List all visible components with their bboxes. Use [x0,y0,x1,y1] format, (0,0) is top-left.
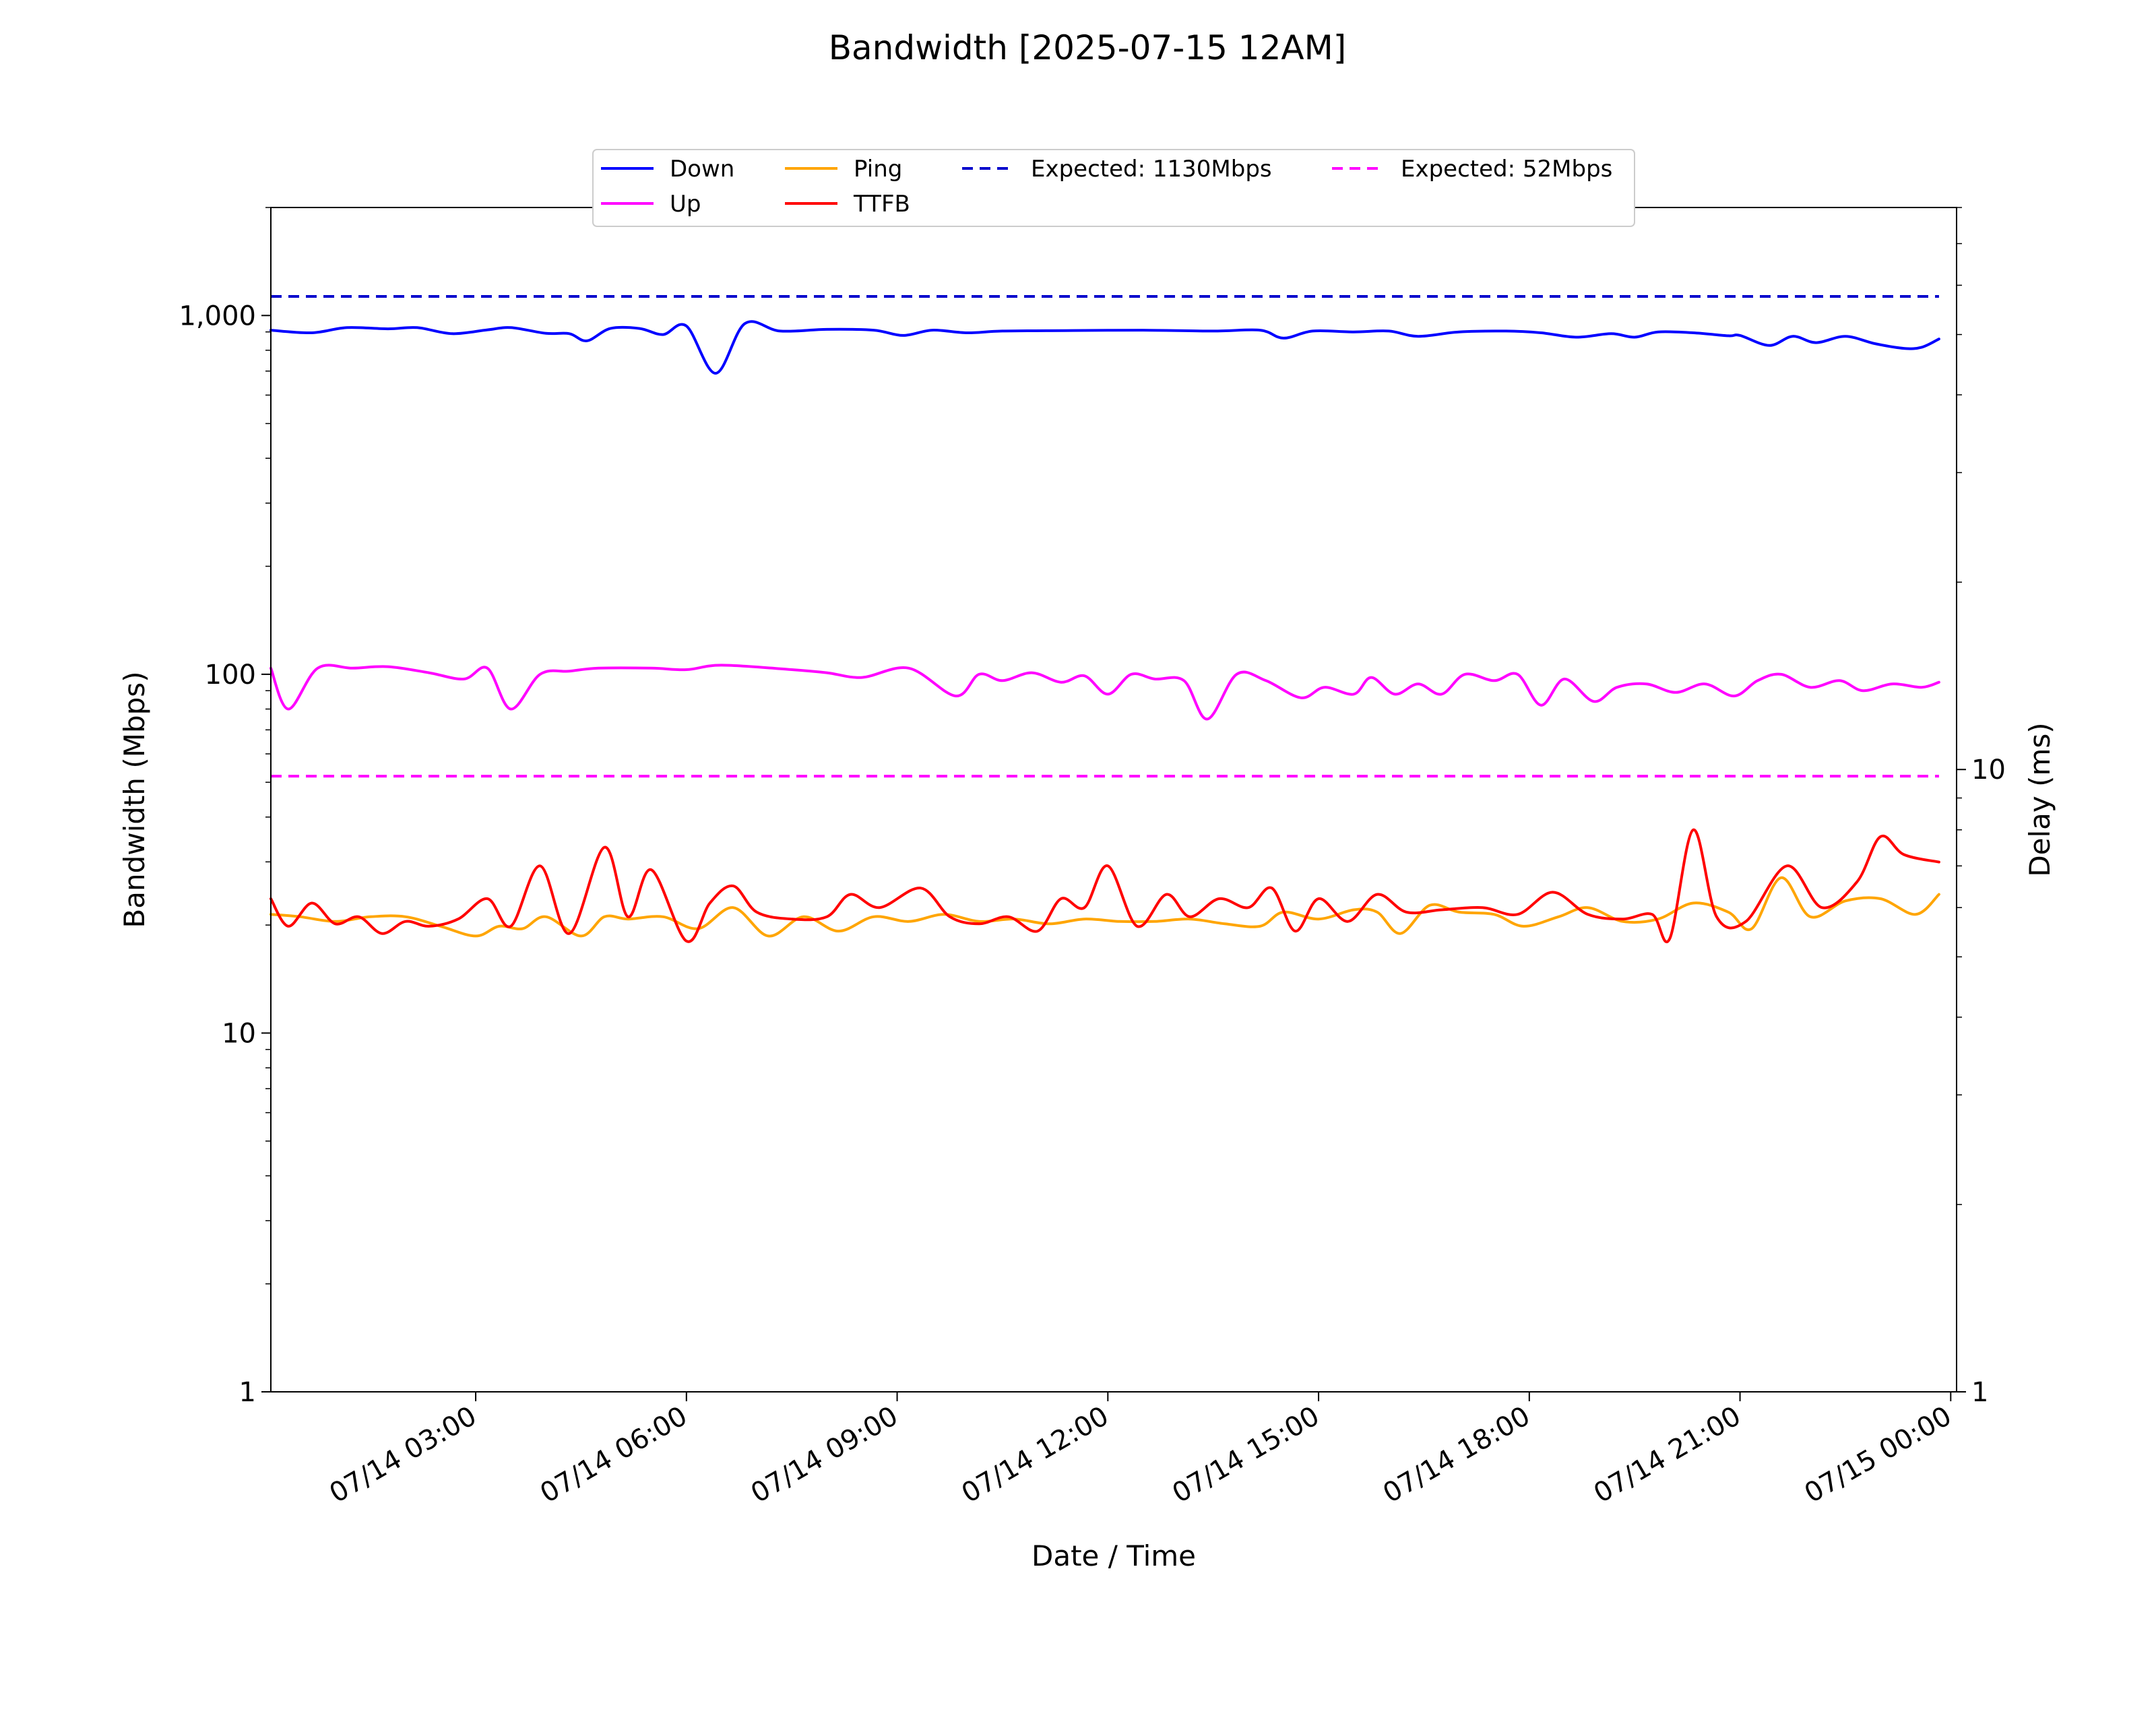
x-axis-label: Date / Time [1032,1539,1196,1572]
y-axis-label: Bandwidth (Mbps) [118,671,151,928]
legend-label-up: Up [670,191,701,218]
y-right-tick-label: 10 [1971,755,2006,786]
x-tick-label: 07/14 18:00 [1378,1401,1535,1509]
y-tick-label: 10 [222,1018,256,1049]
legend-label-expected-1130mbps: Expected: 1130Mbps [1031,156,1272,183]
x-tick-label: 07/15 00:00 [1800,1401,1957,1509]
x-tick-label: 07/14 15:00 [1167,1401,1325,1509]
plot-frame [270,207,1957,1393]
series-line-up [270,664,1940,721]
legend-label-down: Down [670,156,734,183]
x-tick-label: 07/14 09:00 [746,1401,903,1509]
right-y-axis: 1 10 [1957,207,2006,1408]
y-tick-label: 1,000 [179,300,256,331]
series-line-ttfb [270,828,1940,943]
legend-label-expected-52mbps: Expected: 52Mbps [1401,156,1612,183]
chart-title: Bandwidth [2025-07-15 12AM] [829,28,1347,67]
y-tick-label: 1 [239,1377,256,1408]
legend-label-ping: Ping [854,156,902,183]
series-layer [270,295,1940,943]
y-tick-label: 100 [205,660,256,691]
legend-label-ttfb: TTFB [853,191,910,218]
left-y-axis: 1 10 100 1,000 [179,207,271,1408]
x-tick-label: 07/14 21:00 [1589,1401,1746,1509]
legend: Down Up Ping TTFB Expected: 1130Mbps Expected… [592,149,1635,227]
series-line-down [270,320,1940,375]
y-axis-right-label: Delay (ms) [2023,722,2056,876]
y-right-tick-label: 1 [1971,1377,1988,1408]
x-axis: 07/14 03:00 07/14 06:00 07/14 09:00 07/14 1… [324,1392,1957,1509]
x-tick-label: 07/14 03:00 [324,1401,482,1509]
x-tick-label: 07/14 06:00 [535,1401,693,1509]
series-line-ping [270,876,1940,938]
x-tick-label: 07/14 12:00 [957,1401,1114,1509]
